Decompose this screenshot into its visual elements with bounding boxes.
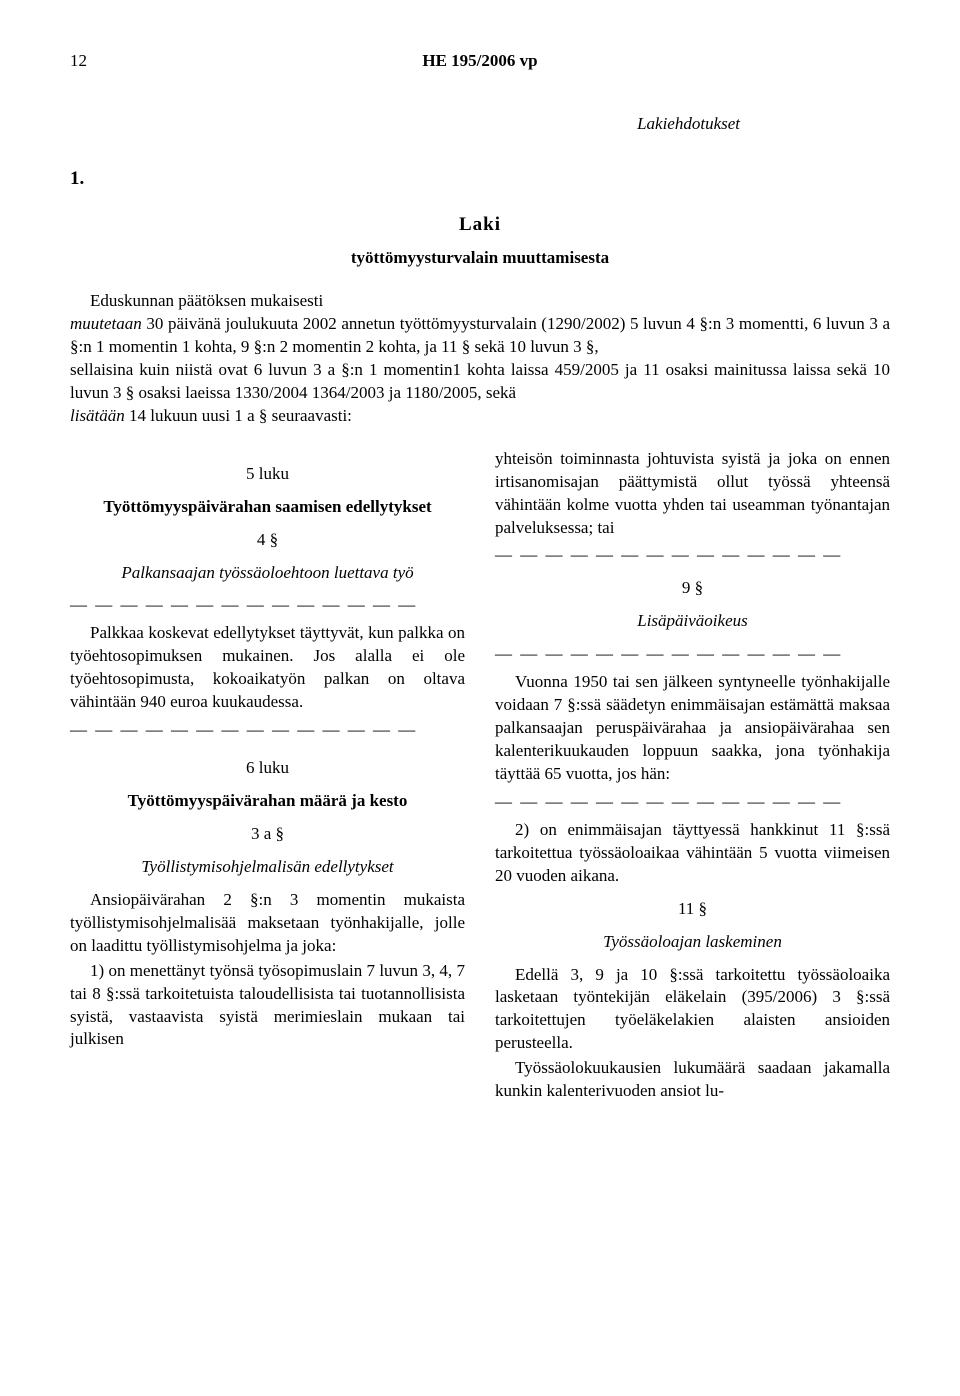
preamble: Eduskunnan päätöksen mukaisesti muutetaa… bbox=[70, 290, 890, 428]
dashline-r1: — — — — — — — — — — — — — — bbox=[495, 544, 890, 567]
subsection-title-1: Työttömyyspäivärahan saamisen edellytyks… bbox=[70, 496, 465, 519]
right-column: yhteisön toiminnasta johtuvista syistä j… bbox=[495, 448, 890, 1105]
section-number-2: 3 a § bbox=[70, 823, 465, 846]
law-number: 1. bbox=[70, 166, 890, 192]
paragraph-r4: Edellä 3, 9 ja 10 §:ssä tarkoitettu työs… bbox=[495, 964, 890, 1056]
section-label: Lakiehdotukset bbox=[70, 113, 890, 136]
preamble-italic1: muutetaan bbox=[70, 314, 142, 333]
page-number: 12 bbox=[70, 50, 87, 73]
section-number-r1: 9 § bbox=[495, 577, 890, 600]
section-number-r2: 11 § bbox=[495, 898, 890, 921]
left-column: 5 luku Työttömyyspäivärahan saamisen ede… bbox=[70, 448, 465, 1105]
preamble-text3: sellaisina kuin niistä ovat 6 luvun 3 a … bbox=[70, 360, 890, 402]
dashline-2: — — — — — — — — — — — — — — bbox=[70, 719, 465, 742]
paragraph-r1: yhteisön toiminnasta johtuvista syistä j… bbox=[495, 448, 890, 540]
preamble-italic2: lisätään bbox=[70, 406, 125, 425]
dashline-r2: — — — — — — — — — — — — — — bbox=[495, 643, 890, 666]
paragraph-l1: Palkkaa koskevat edellytykset täyttyvät,… bbox=[70, 622, 465, 714]
law-subtitle: työttömyysturvalain muuttamisesta bbox=[70, 247, 890, 270]
paragraph-l3: 1) on menettänyt työnsä työsopimuslain 7… bbox=[70, 960, 465, 1052]
section-number-1: 4 § bbox=[70, 529, 465, 552]
paragraph-r3: 2) on enimmäisajan täyttyessä hankkinut … bbox=[495, 819, 890, 888]
preamble-text4: 14 lukuun uusi 1 a § seuraavasti: bbox=[125, 406, 352, 425]
dashline-r3: — — — — — — — — — — — — — — bbox=[495, 791, 890, 814]
chapter-heading-2: 6 luku bbox=[70, 757, 465, 780]
dashline-1: — — — — — — — — — — — — — — bbox=[70, 594, 465, 617]
paragraph-l2: Ansiopäivärahan 2 §:n 3 momentin mukaist… bbox=[70, 889, 465, 958]
preamble-line1: Eduskunnan päätöksen mukaisesti bbox=[90, 291, 323, 310]
paragraph-r5: Työssäolokuukausien lukumäärä saadaan ja… bbox=[495, 1057, 890, 1103]
header-code: HE 195/2006 vp bbox=[70, 50, 890, 73]
subsection-title-2: Työttömyyspäivärahan määrä ja kesto bbox=[70, 790, 465, 813]
chapter-heading-1: 5 luku bbox=[70, 463, 465, 486]
law-title: Laki bbox=[70, 212, 890, 238]
columns-container: 5 luku Työttömyyspäivärahan saamisen ede… bbox=[70, 448, 890, 1105]
section-title-r1: Lisäpäiväoikeus bbox=[495, 610, 890, 633]
section-title-r2: Työssäoloajan laskeminen bbox=[495, 931, 890, 954]
section-title-1: Palkansaajan työssäoloehtoon luettava ty… bbox=[70, 562, 465, 585]
preamble-text2: 30 päivänä joulukuuta 2002 annetun tyött… bbox=[70, 314, 890, 356]
section-title-2: Työllistymisohjelmalisän edellytykset bbox=[70, 856, 465, 879]
paragraph-r2: Vuonna 1950 tai sen jälkeen syntyneelle … bbox=[495, 671, 890, 786]
